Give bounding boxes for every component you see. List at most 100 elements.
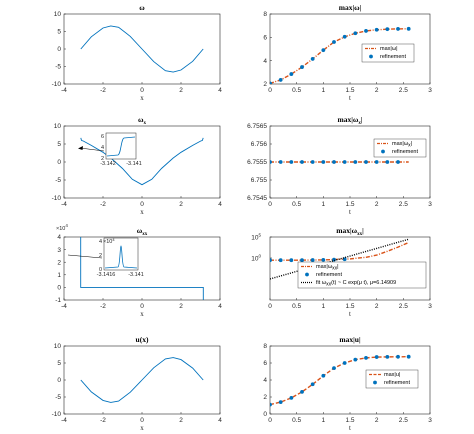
legend: max|ωxx|refinement fit ωxx(t) ~ C exp(μ t… bbox=[297, 261, 427, 289]
y-tick-label: 6.7545 bbox=[247, 195, 267, 202]
series-group bbox=[80, 357, 204, 403]
y-tick-label: -10 bbox=[52, 195, 62, 202]
data-point bbox=[278, 160, 283, 164]
y-tick-label: -5 bbox=[55, 64, 61, 71]
panel-title: max|ω| bbox=[339, 3, 362, 12]
series-group bbox=[270, 160, 409, 164]
x-tick-label: -4 bbox=[61, 303, 67, 310]
data-point bbox=[270, 258, 272, 263]
x-tick-label: 4 bbox=[218, 303, 222, 310]
y-tick-label: 0 bbox=[57, 285, 61, 292]
data-point bbox=[270, 81, 272, 84]
y-tick-label: 100 bbox=[251, 254, 261, 263]
data-point bbox=[353, 160, 358, 164]
y-tick-label: 5 bbox=[57, 29, 61, 36]
x-tick-label: 2 bbox=[375, 87, 379, 94]
x-tick-label: 0.5 bbox=[292, 303, 301, 310]
x-tick-label: 2.5 bbox=[399, 201, 408, 208]
data-point bbox=[374, 355, 379, 359]
data-point bbox=[278, 400, 283, 404]
data-point bbox=[300, 390, 304, 394]
inset-x-tick-label: -3.141 bbox=[128, 272, 144, 278]
series-group bbox=[270, 238, 409, 280]
series-line bbox=[80, 237, 204, 300]
y-tick-label: 5 bbox=[57, 360, 61, 367]
y-tick-label: 8 bbox=[263, 11, 267, 18]
inset-multiplier: ×104 bbox=[103, 237, 115, 245]
x-tick-label: 1 bbox=[322, 417, 326, 424]
data-point bbox=[353, 31, 358, 36]
panel-title: max|u| bbox=[339, 335, 361, 344]
plot-box bbox=[63, 236, 221, 301]
y-tick-label: 6 bbox=[263, 360, 267, 367]
series-line bbox=[80, 137, 204, 186]
x-tick-label: 0.5 bbox=[292, 417, 301, 424]
inset-x-tick-label: -3.142 bbox=[100, 161, 116, 167]
y-tick-label: 0 bbox=[57, 159, 61, 166]
data-point bbox=[278, 78, 283, 82]
series-group bbox=[80, 137, 204, 186]
series-group bbox=[80, 237, 204, 300]
x-tick-label: 2 bbox=[179, 201, 183, 208]
data-point bbox=[374, 160, 379, 164]
x-tick-label: 1 bbox=[322, 87, 326, 94]
y-tick-label: 6.756 bbox=[251, 141, 268, 148]
x-tick-label: -2 bbox=[100, 87, 106, 94]
series-group bbox=[270, 26, 411, 84]
y-tick-label: -10 bbox=[52, 81, 62, 88]
inset-arrow bbox=[67, 254, 103, 259]
data-point bbox=[332, 40, 336, 44]
inset: 0 2 4 -3.1416 -3.141 ×104 bbox=[67, 237, 144, 278]
y-tick-label: 105 bbox=[251, 233, 261, 242]
data-point bbox=[321, 258, 326, 262]
x-tick-label: 0 bbox=[268, 417, 272, 424]
data-point bbox=[270, 402, 272, 407]
x-tick-label: 2 bbox=[179, 417, 183, 424]
y-tick-label: 10 bbox=[54, 123, 62, 130]
y-tick-label: 0 bbox=[263, 411, 267, 418]
data-point bbox=[321, 48, 326, 53]
y-tick-label: -10 bbox=[52, 411, 62, 418]
series-line bbox=[80, 25, 204, 73]
x-tick-label: -2 bbox=[100, 417, 106, 424]
x-tick-label: 1.5 bbox=[345, 303, 354, 310]
legend: max|ωx|refinement bbox=[373, 138, 427, 158]
y-tick-label: -5 bbox=[55, 177, 61, 184]
series-line bbox=[80, 357, 204, 403]
legend-marker bbox=[369, 54, 373, 59]
x-axis-label: x bbox=[140, 424, 144, 432]
legend-label: refinement bbox=[384, 380, 410, 386]
x-tick-label: 2 bbox=[375, 303, 379, 310]
data-point bbox=[310, 57, 315, 61]
x-tick-label: 2.5 bbox=[399, 417, 408, 424]
inset-y-tick-label: 6 bbox=[101, 134, 104, 140]
x-tick-label: 2 bbox=[179, 87, 183, 94]
panel-6: max|ωxx|0 0.5 1 1.5 2 2.5 3t100105max|ωxx|refi… bbox=[251, 226, 432, 318]
y-tick-label: 2 bbox=[57, 259, 61, 266]
panel-title: ωxx bbox=[137, 226, 148, 237]
x-axis-label: x bbox=[140, 208, 144, 216]
panel-3: ωx -4 -2 0 2 4 x -10 -5 0 5 10 2 4 6 -3.142 -3.141 bbox=[52, 115, 223, 216]
y-tick-label: 6.755 bbox=[251, 177, 268, 184]
x-tick-label: 0.5 bbox=[292, 201, 301, 208]
data-point bbox=[353, 357, 358, 362]
panel-8: max|u| 0 0.5 1 1.5 2 2.5 3 t 0 2 4 6 8 max|u| refinemen… bbox=[263, 335, 432, 432]
inset-y-tick-label: 2 bbox=[101, 156, 104, 162]
y-tick-label: 6 bbox=[263, 35, 267, 42]
legend: max|ω| refinement bbox=[361, 43, 415, 63]
data-point bbox=[364, 160, 368, 164]
panel-7: u(x) -4 -2 0 2 4 x -10 -5 0 5 10 bbox=[52, 335, 223, 432]
data-point bbox=[270, 160, 272, 164]
legend-marker bbox=[305, 272, 309, 277]
data-point bbox=[396, 354, 400, 359]
x-tick-label: 0 bbox=[268, 201, 272, 208]
x-tick-label: 3 bbox=[428, 417, 432, 424]
x-tick-label: 1.5 bbox=[345, 417, 354, 424]
legend-label: fit ωxx(t) ~ C exp(μ t), μ=6.14909 bbox=[316, 280, 396, 288]
legend: max|u| refinement bbox=[365, 369, 419, 389]
legend-label: max|ωxx| bbox=[316, 264, 339, 272]
x-tick-label: 0 bbox=[140, 87, 144, 94]
series-line bbox=[270, 238, 409, 280]
arrow-head bbox=[78, 146, 83, 150]
